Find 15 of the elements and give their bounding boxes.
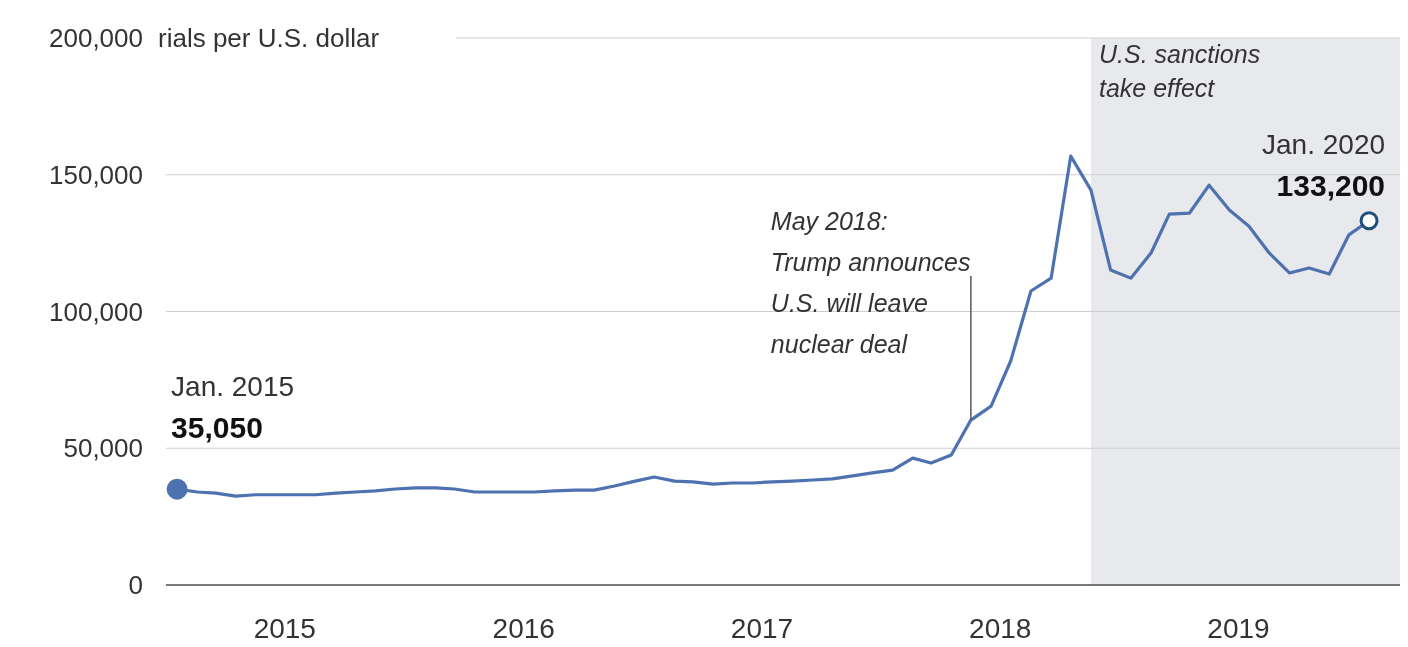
x-tick-label: 2016 (492, 613, 555, 644)
y-axis-title: rials per U.S. dollar (158, 23, 380, 54)
x-tick-label: 2018 (969, 613, 1032, 644)
x-tick-label: 2015 (253, 613, 316, 644)
annotation: Jan. 2020 133,200 (1262, 128, 1386, 202)
y-tick-label: 100,000 (49, 296, 143, 327)
y-tick-label: 0 (128, 570, 143, 601)
y-tick-label: 200,000 (49, 23, 143, 54)
annotation: Jan. 2015 35,050 (171, 371, 295, 445)
y-tick-label: 150,000 (49, 159, 143, 190)
x-tick-label: 2019 (1207, 613, 1270, 644)
band-label: U.S. sanctions take effect (1098, 40, 1261, 102)
x-tick-label: 2017 (730, 613, 794, 644)
y-tick-label: 50,000 (63, 433, 143, 464)
annotation: May 2018: Trump announces U.S. will leave nuclear deal (770, 207, 971, 358)
